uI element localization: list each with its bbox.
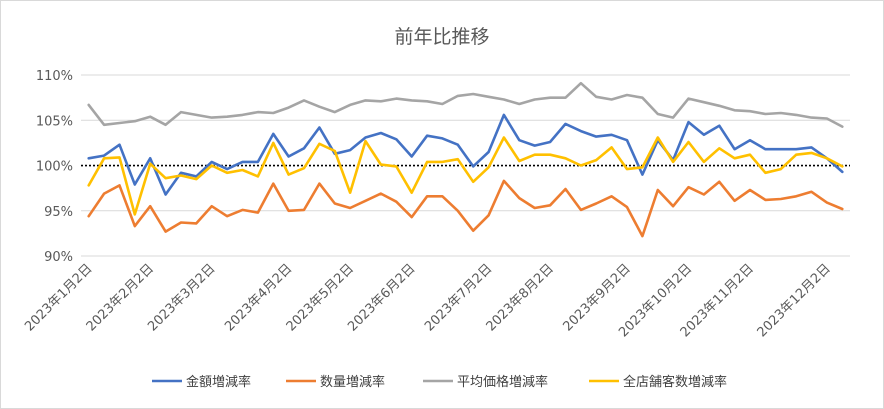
legend: 金額増減率 数量増減率 平均価格増減率 全店舗客数増減率 xyxy=(152,374,727,390)
series-line-3 xyxy=(87,81,844,128)
y-tick-label: 105% xyxy=(36,114,73,129)
legend-label: 金額増減率 xyxy=(186,374,251,390)
y-tick-label: 100% xyxy=(36,160,73,175)
legend-label: 数量増減率 xyxy=(320,374,385,390)
grid-lines xyxy=(81,74,850,257)
series-line-2 xyxy=(87,179,844,238)
y-tick-label: 110% xyxy=(36,69,73,84)
series-lines xyxy=(87,81,844,238)
series-line-1 xyxy=(87,113,844,196)
series-line-4 xyxy=(87,136,844,216)
legend-label: 全店舗客数増減率 xyxy=(623,374,727,390)
y-tick-label: 95% xyxy=(44,205,73,220)
chart-title: 前年比推移 xyxy=(394,26,489,48)
y-axis: 90% 95% 100% 105% 110% xyxy=(36,69,73,265)
legend-label: 平均価格増減率 xyxy=(457,374,548,390)
x-tick-label: 2023年12月2日 xyxy=(755,261,834,340)
y-tick-label: 90% xyxy=(44,250,73,265)
